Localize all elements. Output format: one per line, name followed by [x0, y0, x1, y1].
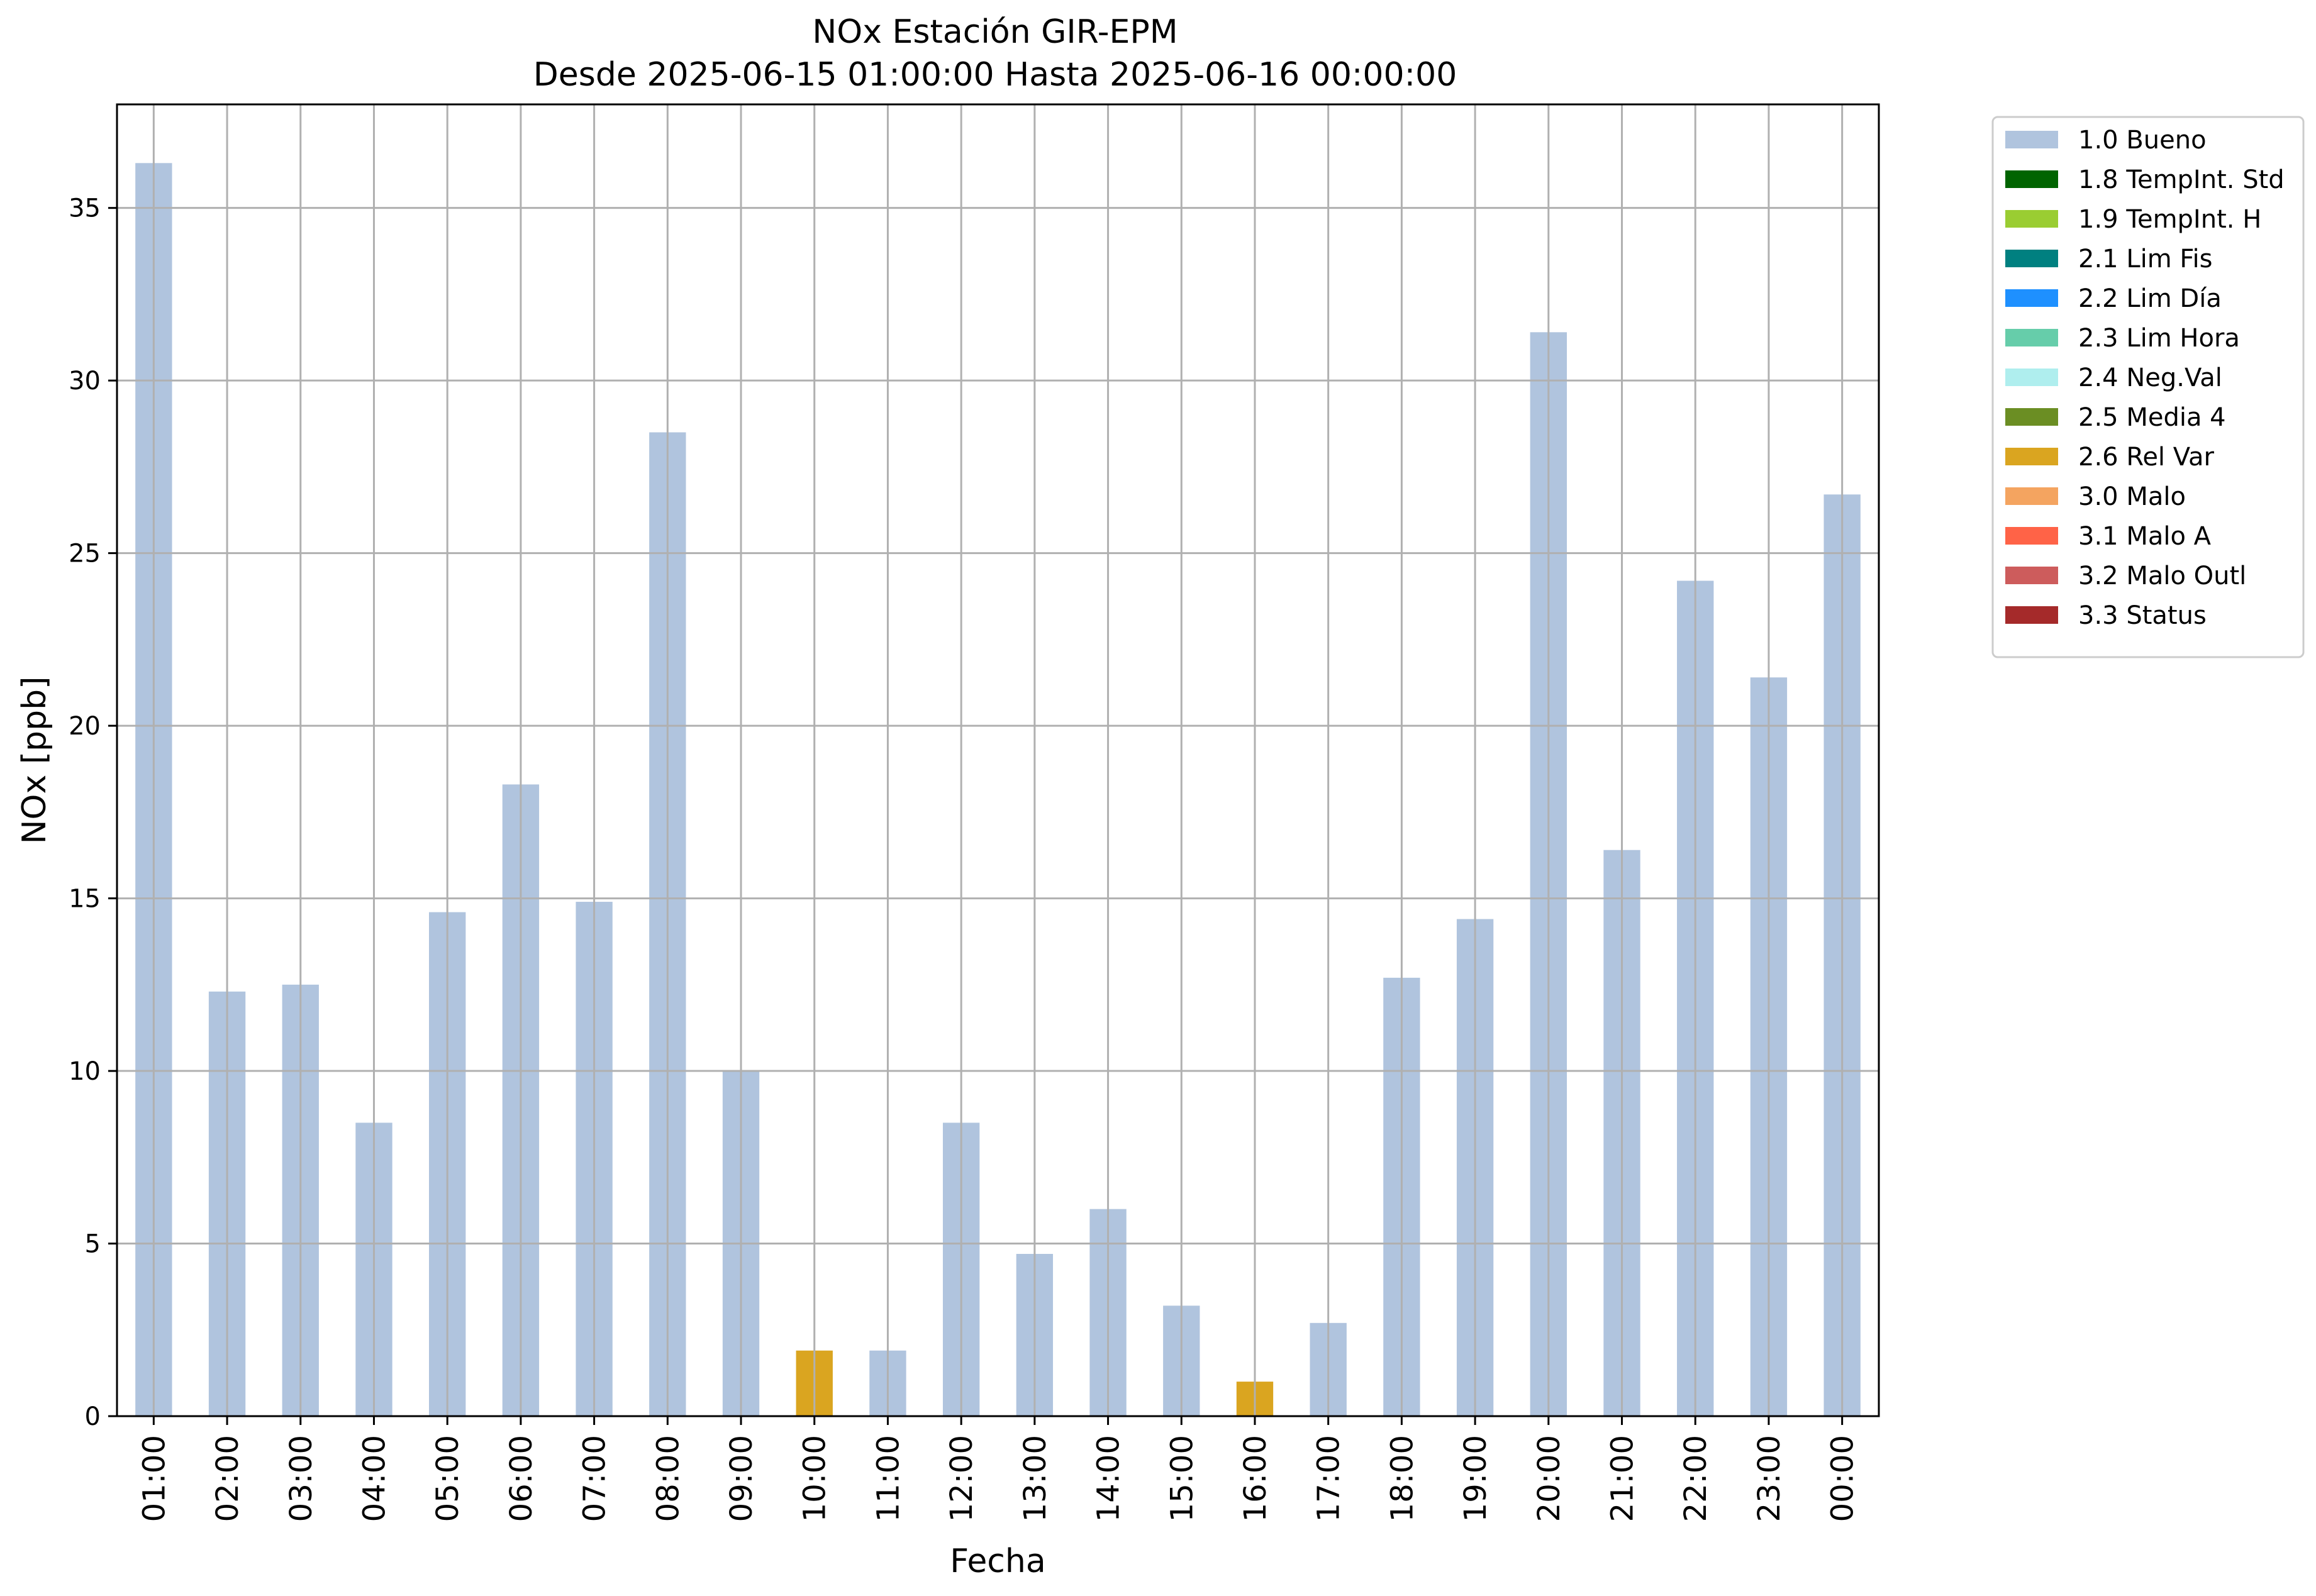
x-tick-label: 04:00 — [357, 1435, 392, 1522]
plot-frame — [116, 103, 1880, 1417]
legend-swatch — [2005, 527, 2058, 545]
legend-swatch — [2005, 170, 2058, 188]
x-tick-label: 21:00 — [1605, 1435, 1640, 1522]
x-tick-label: 06:00 — [504, 1435, 539, 1522]
x-tick-label: 13:00 — [1018, 1435, 1053, 1522]
y-tick-label: 5 — [85, 1230, 101, 1259]
legend-label: 1.0 Bueno — [2078, 126, 2207, 155]
legend-swatch — [2005, 487, 2058, 505]
x-tick-label: 20:00 — [1532, 1435, 1567, 1522]
y-axis-label: NOx [ppb] — [16, 677, 53, 845]
x-tick-label: 10:00 — [798, 1435, 833, 1522]
legend-box — [1991, 116, 2305, 658]
x-tick-label: 22:00 — [1678, 1435, 1713, 1522]
x-tick-label: 16:00 — [1238, 1435, 1273, 1522]
legend-swatch — [2005, 289, 2058, 307]
legend-swatch — [2005, 448, 2058, 465]
x-tick-label: 11:00 — [871, 1435, 906, 1522]
legend-swatch — [2005, 606, 2058, 624]
x-tick-label: 08:00 — [650, 1435, 686, 1522]
x-tick-label: 03:00 — [284, 1435, 319, 1522]
legend-swatch — [2005, 250, 2058, 267]
legend-label: 2.4 Neg.Val — [2078, 363, 2222, 392]
x-tick-label: 01:00 — [136, 1435, 172, 1522]
x-tick-label: 12:00 — [944, 1435, 979, 1522]
legend-swatch — [2005, 329, 2058, 346]
chart-title: NOx Estación GIR-EPM — [812, 13, 1177, 51]
x-tick-label: 14:00 — [1091, 1435, 1127, 1522]
legend-label: 3.2 Malo Outl — [2078, 562, 2246, 590]
legend-label: 3.3 Status — [2078, 601, 2207, 630]
x-axis: 01:00 02:00 03:00 04:00 05:00 06:00 07:00 08:00… — [136, 1416, 1861, 1522]
legend-label: 2.2 Lim Día — [2078, 284, 2222, 313]
y-tick-label: 30 — [69, 367, 101, 396]
y-tick-label: 25 — [69, 540, 101, 568]
x-tick-label: 18:00 — [1384, 1435, 1420, 1522]
x-tick-label: 05:00 — [430, 1435, 465, 1522]
x-tick-label: 09:00 — [724, 1435, 759, 1522]
legend-swatch — [2005, 131, 2058, 148]
legend-label: 2.6 Rel Var — [2078, 443, 2215, 472]
x-tick-label: 17:00 — [1311, 1435, 1347, 1522]
legend: 1.0 Bueno 1.8 TempInt. Std 1.9 TempInt. H 2… — [1991, 116, 2305, 658]
legend-label: 2.5 Media 4 — [2078, 403, 2226, 432]
y-tick-label: 10 — [69, 1057, 101, 1086]
legend-label: 2.3 Lim Hora — [2078, 324, 2240, 353]
chart-subtitle: Desde 2025-06-15 01:00:00 Hasta 2025-06-… — [533, 56, 1457, 94]
x-tick-label: 23:00 — [1752, 1435, 1787, 1522]
x-tick-label: 07:00 — [577, 1435, 613, 1522]
legend-label: 1.8 TempInt. Std — [2078, 165, 2285, 194]
legend-swatch — [2005, 567, 2058, 584]
x-tick-label: 19:00 — [1458, 1435, 1493, 1522]
legend-label: 1.9 TempInt. H — [2078, 205, 2261, 234]
legend-label: 3.1 Malo A — [2078, 522, 2212, 551]
legend-swatch — [2005, 210, 2058, 228]
y-tick-label: 15 — [69, 885, 101, 914]
x-axis-label: Fecha — [950, 1543, 1045, 1580]
y-tick-label: 35 — [69, 194, 101, 223]
x-tick-label: 00:00 — [1825, 1435, 1861, 1522]
legend-swatch — [2005, 369, 2058, 386]
y-tick-label: 0 — [85, 1402, 101, 1431]
legend-swatch — [2005, 408, 2058, 426]
x-tick-label: 15:00 — [1164, 1435, 1200, 1522]
y-axis: 0 5 10 15 20 25 30 35 — [69, 194, 117, 1431]
y-tick-label: 20 — [69, 712, 101, 741]
legend-label: 3.0 Malo — [2078, 482, 2186, 511]
legend-label: 2.1 Lim Fis — [2078, 245, 2212, 274]
x-tick-label: 02:00 — [210, 1435, 245, 1522]
